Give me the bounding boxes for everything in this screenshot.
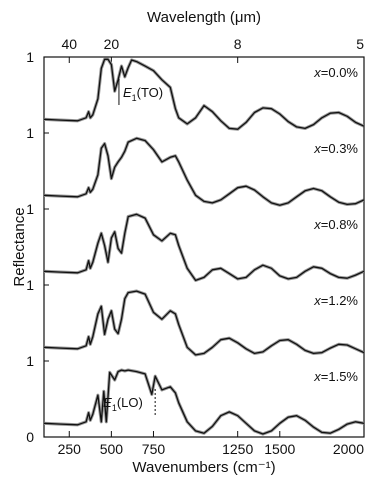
composition-label: x=0.3%: [313, 141, 358, 156]
fit-spectrum-line: [44, 213, 364, 282]
series-group: [44, 289, 364, 357]
x-tick-label: 2000: [333, 441, 364, 457]
x-tick-label: 500: [100, 441, 124, 457]
y-tick-label: 1: [26, 201, 34, 217]
composition-label: x=1.5%: [313, 369, 358, 384]
x-tick-label: 1500: [264, 441, 295, 457]
y-tick-label: 1: [26, 277, 34, 293]
y-tick-label: 1: [26, 125, 34, 141]
annotation-label: E1(LO): [103, 395, 143, 413]
top-axis-title: Wavelength (μm): [147, 9, 261, 26]
fit-spectrum-line: [44, 58, 364, 130]
series-group: [44, 212, 364, 282]
fit-spectrum-line: [44, 137, 364, 206]
series-group: [44, 368, 364, 436]
series-group: [44, 136, 364, 207]
x-tick-label: 250: [58, 441, 82, 457]
series-group: [44, 57, 364, 131]
annotation-label: E1(TO): [123, 85, 163, 103]
composition-label: x=0.8%: [313, 217, 358, 232]
composition-label: x=1.2%: [313, 293, 358, 308]
y-tick-label: 1: [26, 353, 34, 369]
y-axis-title: Reflectance: [11, 207, 28, 286]
composition-label: x=0.0%: [313, 65, 358, 80]
x-tick-label: 750: [142, 441, 166, 457]
x-tick-label: 1250: [222, 441, 253, 457]
x-axis-title: Wavenumbers (cm⁻¹): [132, 459, 275, 476]
top-tick-label: 20: [104, 36, 120, 52]
plot-frame: [43, 56, 365, 438]
y-tick-label: 1: [26, 49, 34, 65]
top-tick-label: 40: [61, 36, 77, 52]
top-tick-label: 8: [234, 36, 242, 52]
top-tick-label: 5: [356, 36, 364, 52]
fit-spectrum-line: [44, 290, 364, 356]
y-tick-label: 0: [26, 429, 34, 445]
fit-spectrum-line: [44, 369, 364, 435]
